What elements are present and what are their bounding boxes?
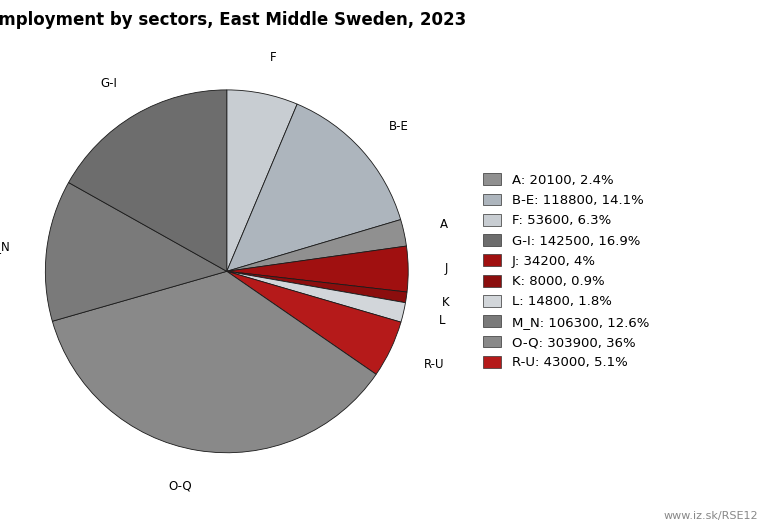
Title: Employment by sectors, East Middle Sweden, 2023: Employment by sectors, East Middle Swede… — [0, 11, 466, 29]
Wedge shape — [45, 182, 227, 321]
Wedge shape — [227, 271, 401, 375]
Wedge shape — [227, 271, 405, 322]
Wedge shape — [227, 104, 400, 271]
Wedge shape — [227, 220, 407, 271]
Text: L: L — [439, 314, 445, 327]
Wedge shape — [227, 271, 407, 303]
Text: O-Q: O-Q — [168, 480, 192, 493]
Text: B-E: B-E — [389, 120, 409, 132]
Text: M_N: M_N — [0, 239, 10, 253]
Wedge shape — [227, 90, 297, 271]
Text: F: F — [270, 52, 277, 64]
Wedge shape — [227, 246, 408, 292]
Wedge shape — [69, 90, 227, 271]
Text: K: K — [443, 296, 450, 309]
Text: G-I: G-I — [100, 77, 117, 90]
Text: J: J — [444, 262, 448, 275]
Wedge shape — [52, 271, 376, 453]
Text: R-U: R-U — [423, 358, 444, 371]
Legend: A: 20100, 2.4%, B-E: 118800, 14.1%, F: 53600, 6.3%, G-I: 142500, 16.9%, J: 34200: A: 20100, 2.4%, B-E: 118800, 14.1%, F: 5… — [482, 173, 649, 369]
Text: A: A — [439, 219, 447, 231]
Text: www.iz.sk/RSE12: www.iz.sk/RSE12 — [664, 511, 759, 521]
